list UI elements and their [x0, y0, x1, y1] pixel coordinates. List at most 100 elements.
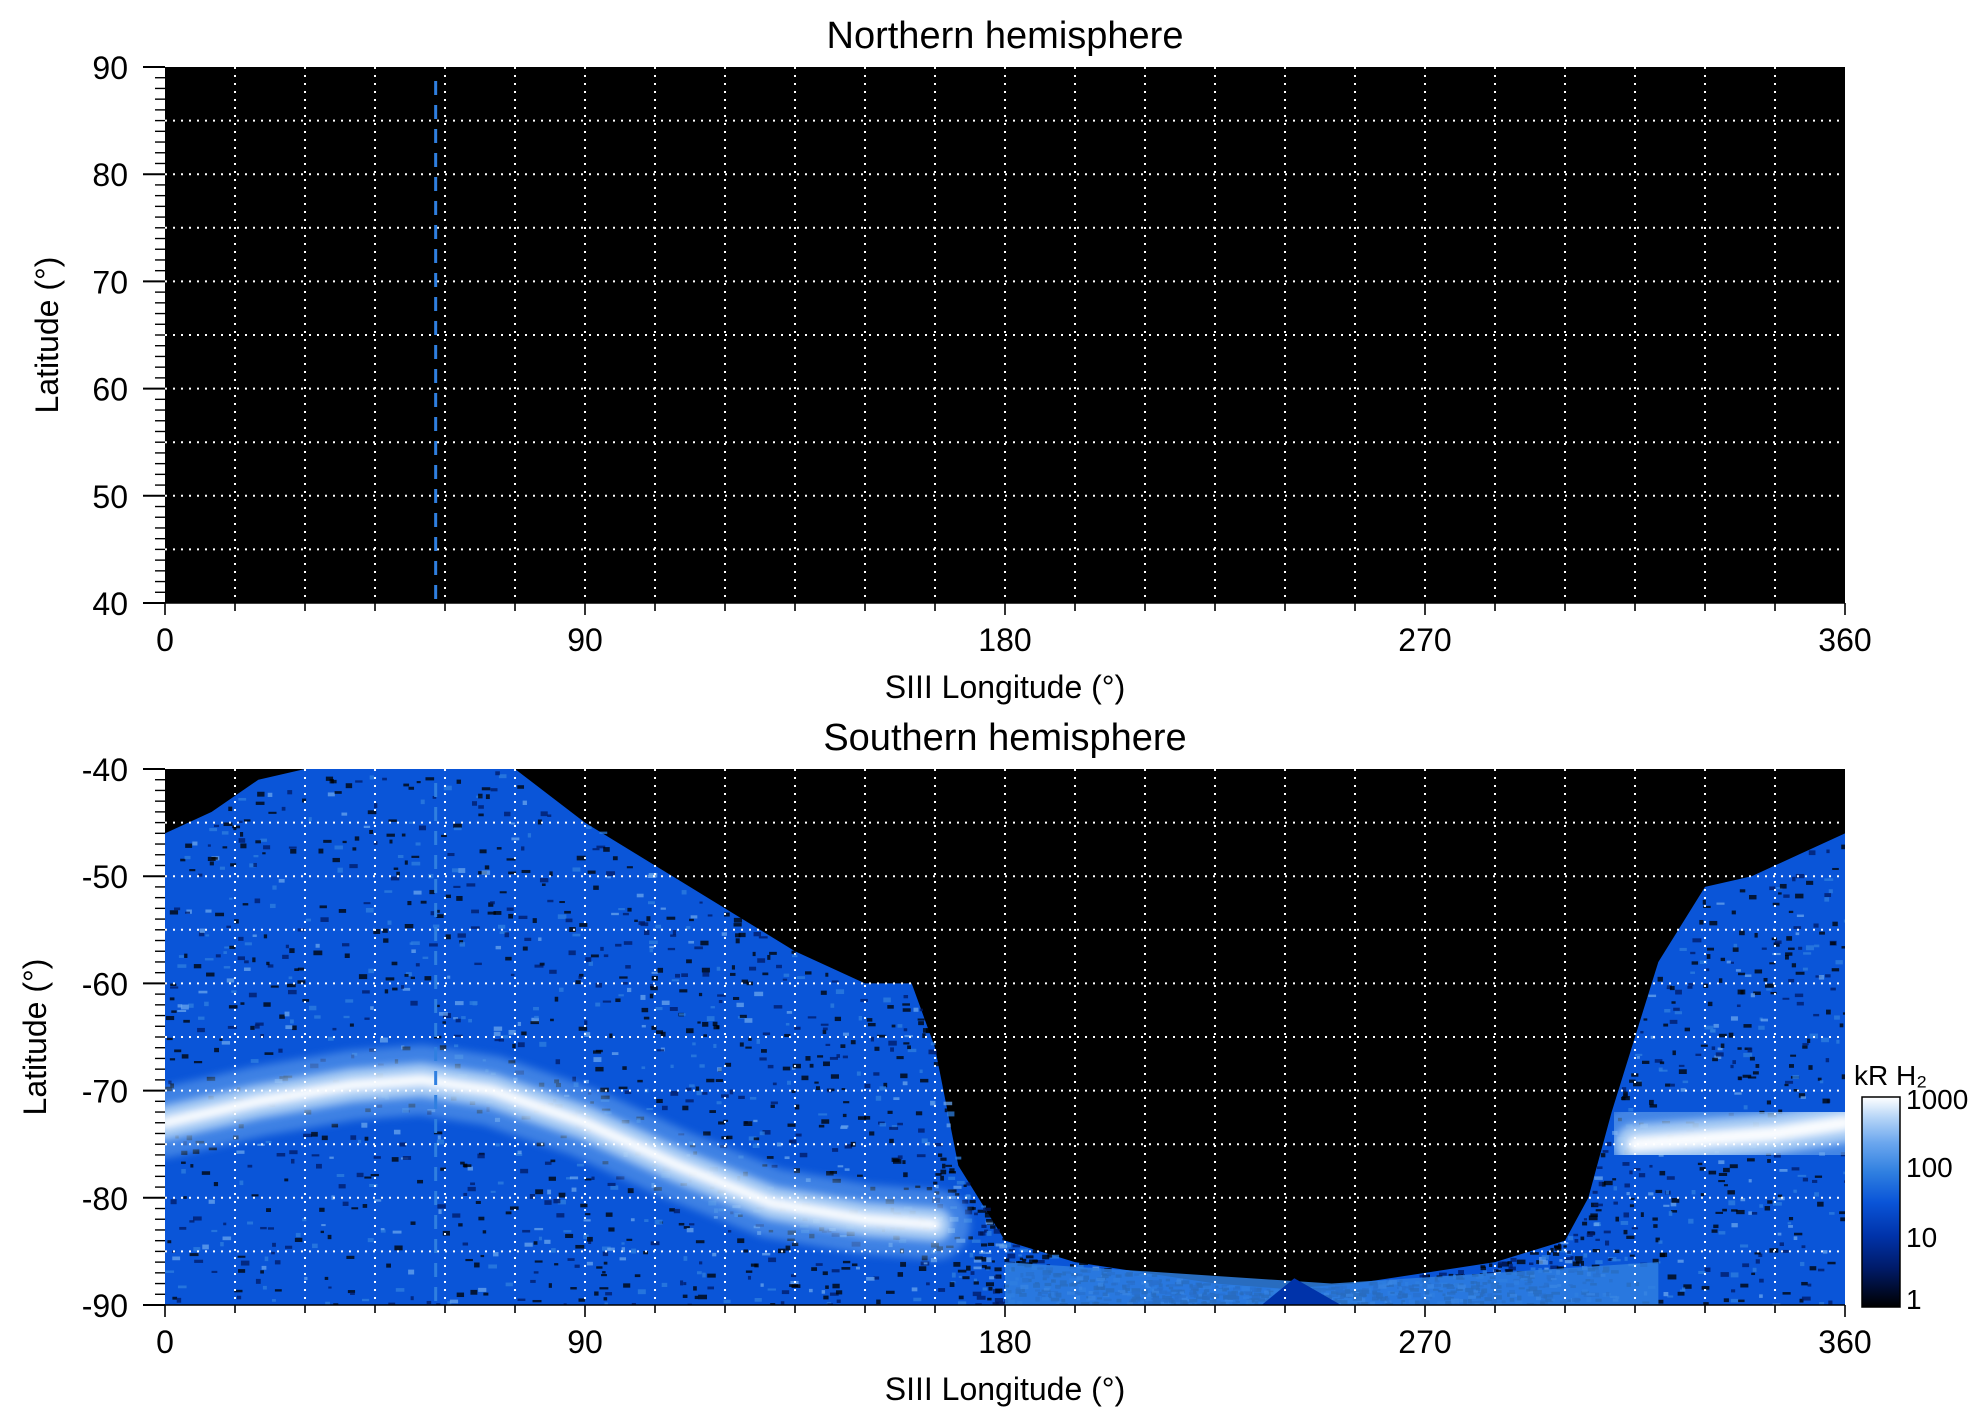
speckle	[447, 852, 455, 857]
speckle	[1701, 1286, 1710, 1290]
speckle	[470, 1289, 478, 1295]
speckle	[1659, 1069, 1668, 1072]
speckle	[958, 1295, 964, 1300]
speckle	[362, 990, 370, 994]
south-main-oval	[165, 1044, 1845, 1260]
speckle	[387, 920, 392, 925]
speckle	[657, 967, 664, 973]
speckle	[257, 791, 265, 797]
speckle	[533, 1241, 538, 1245]
speckle	[1706, 968, 1710, 972]
speckle	[260, 838, 267, 842]
speckle	[437, 1135, 441, 1140]
x-tick-label: 180	[978, 622, 1031, 658]
speckle	[782, 1066, 791, 1071]
speckle	[1652, 1258, 1659, 1264]
speckle	[240, 1260, 250, 1266]
speckle	[230, 863, 237, 867]
speckle	[408, 1269, 415, 1275]
speckle	[903, 1172, 908, 1178]
speckle	[343, 1015, 350, 1019]
speckle	[1649, 1099, 1654, 1105]
speckle	[1718, 978, 1723, 983]
speckle	[1716, 902, 1725, 905]
speckle	[969, 1252, 974, 1258]
speckle	[401, 833, 406, 837]
speckle	[1782, 997, 1790, 1000]
speckle	[436, 914, 444, 919]
speckle	[825, 1285, 829, 1289]
speckle	[1778, 892, 1782, 895]
speckle	[555, 1059, 561, 1065]
speckle	[891, 1024, 896, 1028]
speckle	[279, 1014, 285, 1019]
speckle	[973, 1278, 978, 1282]
speckle	[302, 999, 310, 1002]
speckle	[374, 803, 378, 809]
speckle	[829, 1056, 838, 1060]
speckle	[368, 968, 375, 974]
speckle	[384, 989, 389, 994]
speckle	[1748, 894, 1757, 900]
speckle	[342, 840, 347, 844]
speckle	[832, 1148, 839, 1152]
speckle	[622, 912, 629, 916]
speckle	[792, 1063, 801, 1069]
speckle	[522, 946, 528, 951]
speckle	[702, 1092, 708, 1095]
speckle	[943, 1101, 953, 1106]
speckle	[462, 1164, 472, 1168]
speckle	[284, 1011, 290, 1017]
speckle	[447, 1301, 452, 1305]
speckle	[830, 1074, 839, 1079]
speckle	[168, 1080, 172, 1085]
speckle	[498, 1038, 505, 1042]
speckle	[1815, 975, 1822, 978]
speckle	[316, 1163, 322, 1169]
speckle	[439, 1045, 447, 1051]
speckle	[623, 1283, 631, 1288]
speckle	[379, 1037, 388, 1043]
speckle	[484, 865, 490, 870]
speckle	[1792, 1075, 1799, 1079]
speckle	[586, 1261, 593, 1266]
speckle	[836, 1054, 840, 1058]
speckle	[650, 1241, 660, 1246]
speckle	[399, 1142, 407, 1147]
speckle	[584, 1178, 592, 1181]
speckle	[1695, 1053, 1702, 1056]
speckle	[1769, 886, 1776, 891]
speckle	[483, 1292, 489, 1296]
speckle	[957, 1269, 967, 1273]
speckle	[660, 1031, 666, 1037]
speckle	[702, 1021, 709, 1027]
speckle	[205, 909, 212, 913]
speckle	[393, 1129, 401, 1135]
speckle	[1755, 1063, 1760, 1068]
speckle	[454, 1044, 459, 1048]
speckle	[781, 1290, 790, 1295]
speckle	[616, 1176, 625, 1180]
speckle	[1620, 1220, 1629, 1225]
speckle	[1564, 1260, 1573, 1264]
speckle	[605, 1212, 613, 1217]
speckle	[251, 1194, 259, 1197]
speckle	[673, 1208, 681, 1214]
speckle	[1658, 1299, 1664, 1304]
speckle	[222, 1236, 232, 1241]
speckle	[181, 1054, 189, 1059]
speckle	[973, 1266, 982, 1270]
speckle	[1731, 1223, 1738, 1228]
speckle	[391, 1157, 399, 1162]
speckle	[1779, 883, 1787, 889]
speckle	[1743, 1052, 1753, 1058]
south-grid	[165, 769, 1845, 1305]
speckle	[731, 965, 736, 970]
speckle	[504, 811, 511, 817]
speckle	[831, 980, 839, 983]
speckle	[180, 1004, 189, 1010]
speckle	[685, 1099, 694, 1103]
speckle	[1839, 1023, 1844, 1028]
speckle	[1784, 1083, 1789, 1087]
speckle	[493, 911, 502, 915]
